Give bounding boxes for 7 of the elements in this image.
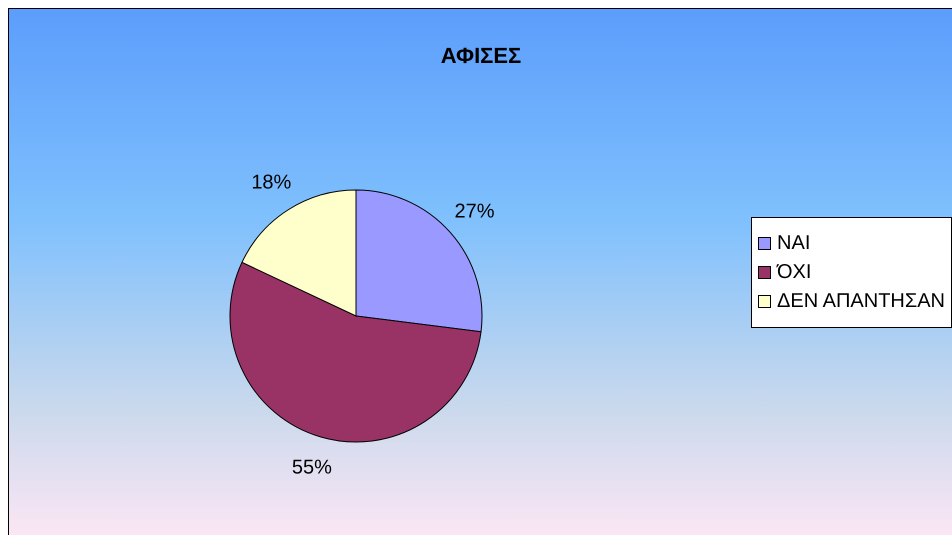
legend-label: ΔΕΝ ΑΠΑΝΤΗΣΑΝ (777, 290, 945, 313)
data-label: 18% (251, 172, 292, 194)
legend-label: ΝΑΙ (777, 232, 810, 255)
data-label: 27% (454, 200, 495, 223)
legend-label: ΌΧΙ (777, 261, 812, 284)
chart-title: ΑΦΙΣΕΣ (440, 43, 522, 69)
data-label: 55% (292, 456, 332, 479)
